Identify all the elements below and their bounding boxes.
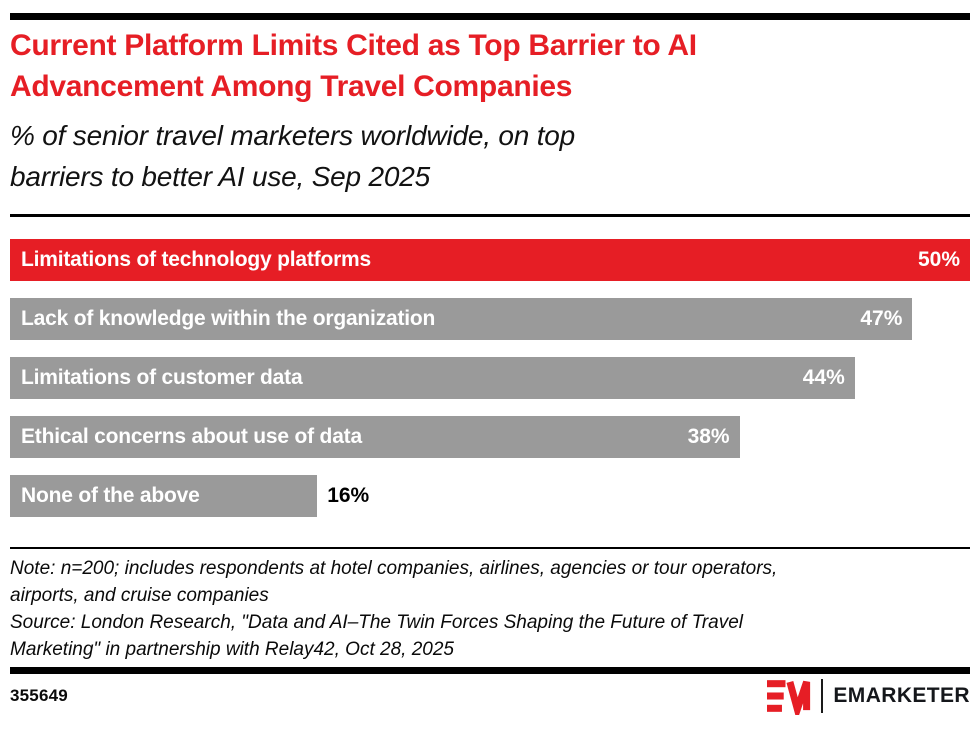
bar-category-label: Lack of knowledge within the organizatio… bbox=[21, 307, 436, 330]
footnote-block: Note: n=200; includes respondents at hot… bbox=[10, 555, 970, 663]
bar: Lack of knowledge within the organizatio… bbox=[10, 298, 913, 340]
bar-category-label: None of the above bbox=[21, 484, 200, 507]
bar-row: Ethical concerns about use of data 38% bbox=[10, 416, 970, 458]
bar: Ethical concerns about use of data 38% bbox=[10, 416, 740, 458]
footer-rule bbox=[10, 667, 970, 674]
emarketer-logomark-icon bbox=[767, 680, 811, 715]
emarketer-wordmark: EMARKETER bbox=[833, 684, 970, 707]
source-text: Source: London Research, "Data and AI–Th… bbox=[10, 612, 744, 660]
note-text: Note: n=200; includes respondents at hot… bbox=[10, 558, 778, 606]
bar-category-label: Limitations of technology platforms bbox=[21, 248, 372, 271]
bar-row: None of the above 16% bbox=[10, 475, 970, 517]
footer-row: 355649 EMARKETER bbox=[10, 674, 970, 718]
bar-row: Limitations of technology platforms 50% bbox=[10, 239, 970, 281]
bar-value-label: 44% bbox=[802, 366, 845, 389]
bar-value-label: 50% bbox=[917, 248, 960, 271]
chart-card: Current Platform Limits Cited as Top Bar… bbox=[0, 13, 980, 718]
bar-value-label: 47% bbox=[860, 307, 903, 330]
bar-value-label: 38% bbox=[687, 425, 730, 448]
bar-chart: Limitations of technology platforms 50% La… bbox=[10, 239, 970, 517]
emarketer-logo: EMARKETER bbox=[767, 677, 970, 715]
header-rule bbox=[10, 214, 970, 217]
page-title: Current Platform Limits Cited as Top Bar… bbox=[10, 29, 697, 103]
logo-divider bbox=[821, 679, 824, 713]
top-rule bbox=[10, 13, 970, 20]
chart-subtitle: % of senior travel marketers worldwide, … bbox=[10, 120, 576, 192]
bar-category-label: Ethical concerns about use of data bbox=[21, 425, 362, 448]
bar: None of the above bbox=[10, 475, 318, 517]
bar-category-label: Limitations of customer data bbox=[21, 366, 303, 389]
notes-rule bbox=[10, 547, 970, 549]
bar-row: Lack of knowledge within the organizatio… bbox=[10, 298, 970, 340]
chart-id: 355649 bbox=[10, 686, 68, 705]
bar: Limitations of customer data 44% bbox=[10, 357, 855, 399]
bar-row: Limitations of customer data 44% bbox=[10, 357, 970, 399]
bar: Limitations of technology platforms 50% bbox=[10, 239, 970, 281]
bar-value-label: 16% bbox=[327, 484, 370, 507]
